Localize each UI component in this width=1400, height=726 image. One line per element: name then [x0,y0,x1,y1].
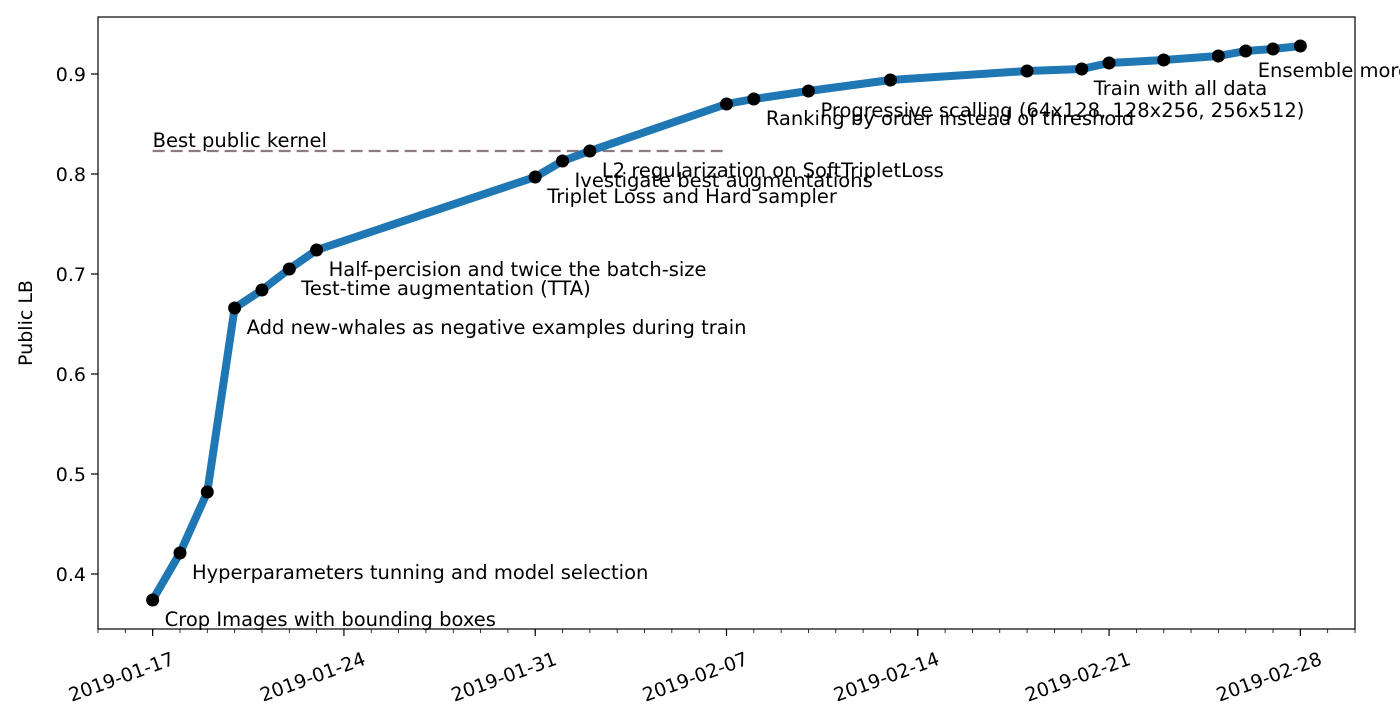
data-point [310,243,324,257]
x-tick-label: 2019-01-24 [257,648,368,706]
data-point [1157,53,1171,67]
data-point [583,144,597,158]
point-annotation: Train with all data [1093,77,1267,100]
series-layer [148,42,1305,604]
point-annotation: Progressive scalling (64x128, 128x256, 2… [820,99,1304,122]
point-annotation: Hyperparameters tunning and model select… [192,561,648,584]
annotation-layer: Crop Images with bounding boxes Hyperpara… [165,59,1400,631]
point-annotation: Ranking by order instead of threshold [766,107,1134,130]
data-point [801,84,815,98]
y-tick-label: 0.7 [56,264,86,286]
x-tick-label: 2019-02-28 [1214,648,1325,706]
x-tick-label: 2019-02-07 [640,648,751,706]
marker-layer [146,39,1307,607]
x-tick-label: 2019-01-31 [448,648,559,706]
data-point [528,170,542,184]
series-line [148,42,1305,604]
data-point [146,593,160,607]
data-point [720,97,733,111]
y-tick-label: 0.4 [56,564,86,586]
data-point [228,301,242,315]
data-point [255,283,269,297]
x-tick-label: 2019-01-17 [66,648,177,706]
x-tick-label: 2019-02-21 [1022,648,1133,706]
data-point [883,73,897,87]
point-annotation: Half-percision and twice the batch-size [329,258,707,281]
y-axis-title: Public LB [15,280,37,366]
data-point [747,92,761,106]
data-point [1266,42,1280,56]
y-tick-label: 0.9 [56,64,86,86]
data-point [1293,39,1307,53]
y-tick-label: 0.6 [56,364,86,386]
point-annotation: Add new-whales as negative examples duri… [247,316,747,339]
data-point [1211,49,1225,63]
point-annotation: Ivestigate best augmentations [575,169,873,192]
point-annotation: Test-time augmentation (TTA) [300,277,590,300]
data-point [200,485,214,499]
point-annotation: Triplet Loss and Hard sampler [546,185,838,208]
data-point [173,546,187,560]
y-tick-label: 0.8 [56,164,86,186]
point-annotation: Crop Images with bounding boxes [165,608,496,631]
data-point [556,154,570,168]
data-point [1020,64,1034,78]
point-annotation: L2 regularization on SoftTripletLoss [602,159,944,182]
data-point [1075,62,1089,76]
data-point [282,262,296,276]
reference-layer: Best public kernel [152,129,727,153]
data-point [1102,56,1116,70]
x-tick-label: 2019-02-14 [831,648,942,706]
y-tick-label: 0.5 [56,464,86,486]
reference-line-label: Best public kernel [153,129,327,152]
data-point [1239,44,1253,58]
